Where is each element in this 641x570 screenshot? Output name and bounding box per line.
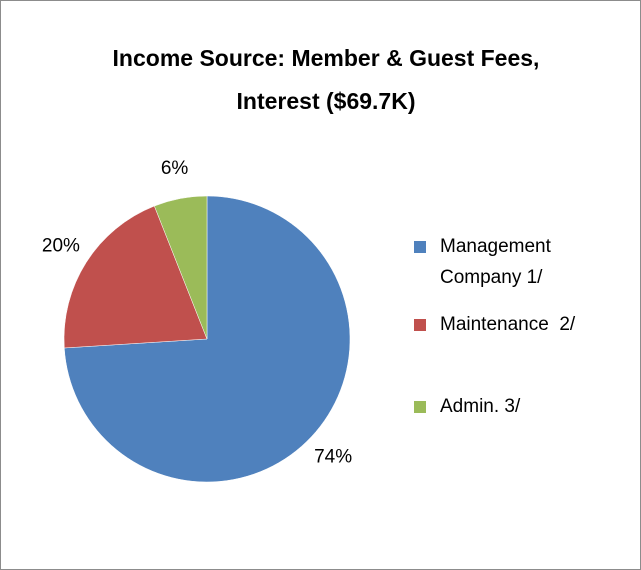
chart-title: Income Source: Member & Guest Fees, Inte… [112,45,540,114]
legend-label: Management Company 1/ [440,236,557,288]
legend-swatch [414,241,426,253]
data-label: 6% [161,158,189,179]
legend-label: Admin. 3/ [440,396,521,417]
legend-swatch [414,401,426,413]
pie-slice [154,195,208,340]
data-label: 74% [314,446,352,467]
legend-swatch [414,319,426,331]
data-label: 20% [42,235,80,256]
legend-label: Maintenance 2/ [440,314,576,335]
pie-slice [63,205,208,349]
